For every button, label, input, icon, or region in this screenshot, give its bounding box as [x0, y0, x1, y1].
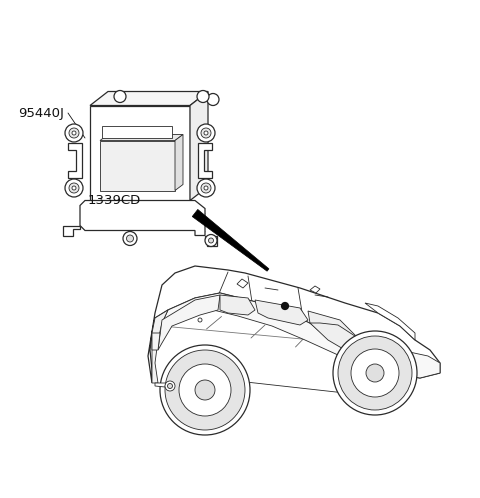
Circle shape: [160, 345, 250, 435]
Circle shape: [204, 131, 208, 135]
Polygon shape: [80, 201, 205, 236]
Polygon shape: [205, 236, 217, 246]
Circle shape: [208, 238, 214, 243]
Circle shape: [197, 91, 209, 103]
Polygon shape: [100, 140, 175, 191]
Polygon shape: [308, 311, 358, 346]
Circle shape: [338, 336, 412, 410]
Circle shape: [72, 131, 76, 135]
Circle shape: [195, 380, 215, 400]
Polygon shape: [190, 92, 208, 201]
Polygon shape: [102, 125, 172, 137]
Polygon shape: [237, 279, 248, 288]
Circle shape: [69, 128, 79, 138]
Circle shape: [207, 94, 219, 106]
Circle shape: [179, 364, 231, 416]
Circle shape: [123, 232, 137, 246]
Polygon shape: [68, 143, 82, 178]
Circle shape: [168, 383, 172, 388]
Circle shape: [114, 91, 126, 103]
Text: 1339CD: 1339CD: [88, 194, 141, 207]
Polygon shape: [310, 286, 320, 293]
Circle shape: [201, 183, 211, 193]
Polygon shape: [63, 226, 80, 236]
Circle shape: [198, 318, 202, 322]
Circle shape: [204, 186, 208, 190]
Circle shape: [65, 124, 83, 142]
Circle shape: [205, 235, 217, 247]
Polygon shape: [90, 106, 190, 201]
Polygon shape: [162, 293, 358, 355]
Polygon shape: [158, 295, 220, 350]
Circle shape: [65, 179, 83, 197]
Circle shape: [165, 381, 175, 391]
Circle shape: [197, 124, 215, 142]
Polygon shape: [365, 303, 415, 340]
Text: 95440J: 95440J: [18, 107, 64, 120]
Polygon shape: [255, 300, 308, 325]
Polygon shape: [175, 134, 183, 191]
Circle shape: [127, 235, 133, 242]
Polygon shape: [192, 210, 269, 271]
Polygon shape: [220, 295, 255, 315]
Circle shape: [72, 186, 76, 190]
Polygon shape: [100, 134, 183, 140]
Circle shape: [281, 302, 288, 309]
Circle shape: [351, 349, 399, 397]
Polygon shape: [185, 383, 195, 386]
Polygon shape: [155, 380, 210, 388]
Circle shape: [69, 183, 79, 193]
Polygon shape: [198, 143, 212, 178]
Polygon shape: [148, 266, 440, 383]
Circle shape: [366, 364, 384, 382]
Polygon shape: [90, 92, 208, 106]
Circle shape: [165, 350, 245, 430]
Circle shape: [333, 331, 417, 415]
Polygon shape: [355, 343, 440, 378]
Polygon shape: [152, 310, 168, 383]
Polygon shape: [310, 323, 358, 350]
Circle shape: [201, 128, 211, 138]
Polygon shape: [152, 333, 160, 350]
Circle shape: [197, 179, 215, 197]
